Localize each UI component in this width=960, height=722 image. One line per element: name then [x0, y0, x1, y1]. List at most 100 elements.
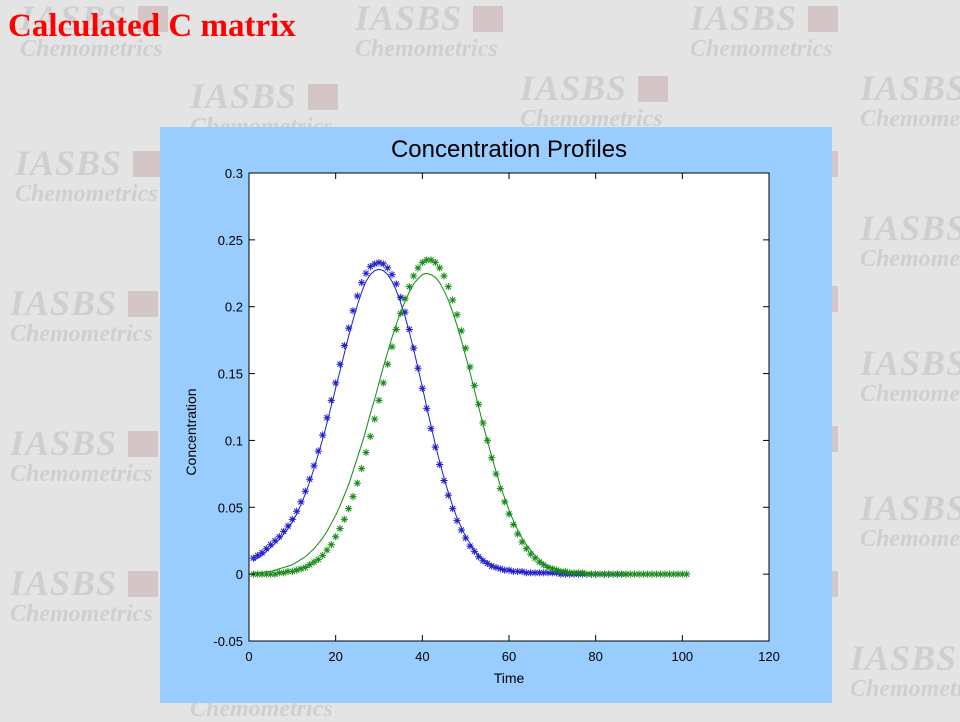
- data-point: [540, 561, 548, 569]
- data-point: [631, 570, 639, 578]
- data-point: [683, 570, 691, 578]
- data-point: [379, 379, 387, 387]
- watermark-line1: IASBS: [520, 68, 628, 108]
- x-tick-label: 120: [758, 649, 780, 664]
- data-point: [371, 415, 379, 423]
- data-point: [405, 325, 413, 334]
- data-point: [336, 525, 344, 533]
- data-point: [366, 432, 374, 441]
- data-point: [284, 522, 292, 530]
- data-point: [336, 360, 344, 368]
- data-point: [657, 570, 665, 578]
- data-point: [449, 505, 457, 513]
- data-point: [475, 400, 483, 408]
- y-tick-label: 0.05: [218, 500, 243, 515]
- watermark-flag-icon: [138, 6, 168, 32]
- data-point: [492, 470, 500, 478]
- watermark-flag-icon: [133, 151, 163, 177]
- data-point: [527, 550, 535, 558]
- data-point: [345, 505, 353, 513]
- data-point: [444, 491, 452, 499]
- y-axis-label: Concentration: [183, 388, 199, 475]
- data-point: [431, 443, 439, 451]
- chart-title: Concentration Profiles: [391, 136, 627, 163]
- data-point: [362, 448, 370, 457]
- watermark-line2: Chemometrics: [10, 601, 153, 627]
- watermark-line2: Chemometrics: [860, 106, 960, 132]
- watermark-line2: Chemometrics: [15, 181, 158, 207]
- data-point: [479, 557, 487, 565]
- data-point: [310, 558, 318, 566]
- data-point: [457, 327, 465, 335]
- watermark-line1: IASBS: [10, 423, 118, 463]
- data-point: [449, 296, 457, 304]
- data-point: [436, 264, 444, 272]
- watermark-line1: IASBS: [20, 0, 128, 38]
- watermark-line2: Chemometrics: [10, 461, 153, 487]
- watermark-flag-icon: [128, 291, 158, 317]
- data-point: [358, 464, 366, 473]
- y-axis: -0.05 0 0.05 0.1 0.15 0.2 0.25 0.3: [213, 166, 769, 649]
- data-point: [462, 534, 470, 542]
- data-point: [293, 507, 301, 515]
- data-point: [466, 542, 474, 550]
- data-point: [674, 570, 682, 578]
- watermark-line2: Chemometrics: [850, 676, 960, 702]
- data-point: [639, 570, 647, 578]
- data-point: [258, 549, 266, 557]
- watermark-flag-icon: [808, 6, 838, 32]
- data-point: [440, 476, 448, 485]
- y-tick-label: 0.1: [225, 433, 243, 448]
- data-point: [379, 260, 387, 268]
- data-point: [401, 295, 409, 303]
- data-point: [557, 567, 565, 576]
- data-point: [652, 570, 660, 578]
- x-tick-label: 100: [671, 649, 693, 664]
- concentration-chart: 0 20 40 60 80 100 120 -0.0500.050.10.150.20.25…: [183, 136, 780, 686]
- data-point: [345, 324, 353, 332]
- data-point: [665, 570, 673, 578]
- data-point: [583, 570, 591, 578]
- data-point: [314, 555, 322, 564]
- watermark-line1: IASBS: [190, 76, 298, 116]
- watermark-line1: IASBS: [355, 0, 463, 38]
- x-tick-label: 60: [502, 649, 516, 664]
- slide-title: Calculated C matrix: [8, 8, 296, 44]
- data-point: [319, 431, 327, 439]
- data-point: [297, 565, 305, 573]
- data-point: [293, 566, 301, 574]
- data-point: [518, 538, 526, 546]
- data-point: [453, 517, 461, 525]
- data-point: [332, 379, 340, 387]
- watermark-flag-icon: [638, 76, 668, 102]
- data-point: [349, 307, 357, 315]
- data-point: [635, 570, 643, 578]
- data-point: [301, 563, 309, 572]
- data-point: [544, 563, 552, 572]
- x-axis: 0 20 40 60 80 100 120: [245, 173, 780, 664]
- x-axis-label: Time: [494, 670, 525, 686]
- watermark-line2: Chemometrics: [860, 246, 960, 272]
- data-point: [388, 271, 396, 279]
- data-point: [462, 344, 470, 352]
- data-point: [496, 484, 504, 493]
- data-point: [444, 283, 452, 291]
- x-tick-label: 20: [328, 649, 342, 664]
- data-point: [388, 343, 396, 351]
- data-point: [280, 527, 288, 535]
- y-tick-label: 0.3: [225, 166, 243, 181]
- data-point: [353, 479, 361, 487]
- data-point: [423, 256, 431, 264]
- data-point: [440, 272, 448, 280]
- data-point: [518, 567, 526, 576]
- series-line: [253, 272, 626, 575]
- data-point: [323, 546, 331, 554]
